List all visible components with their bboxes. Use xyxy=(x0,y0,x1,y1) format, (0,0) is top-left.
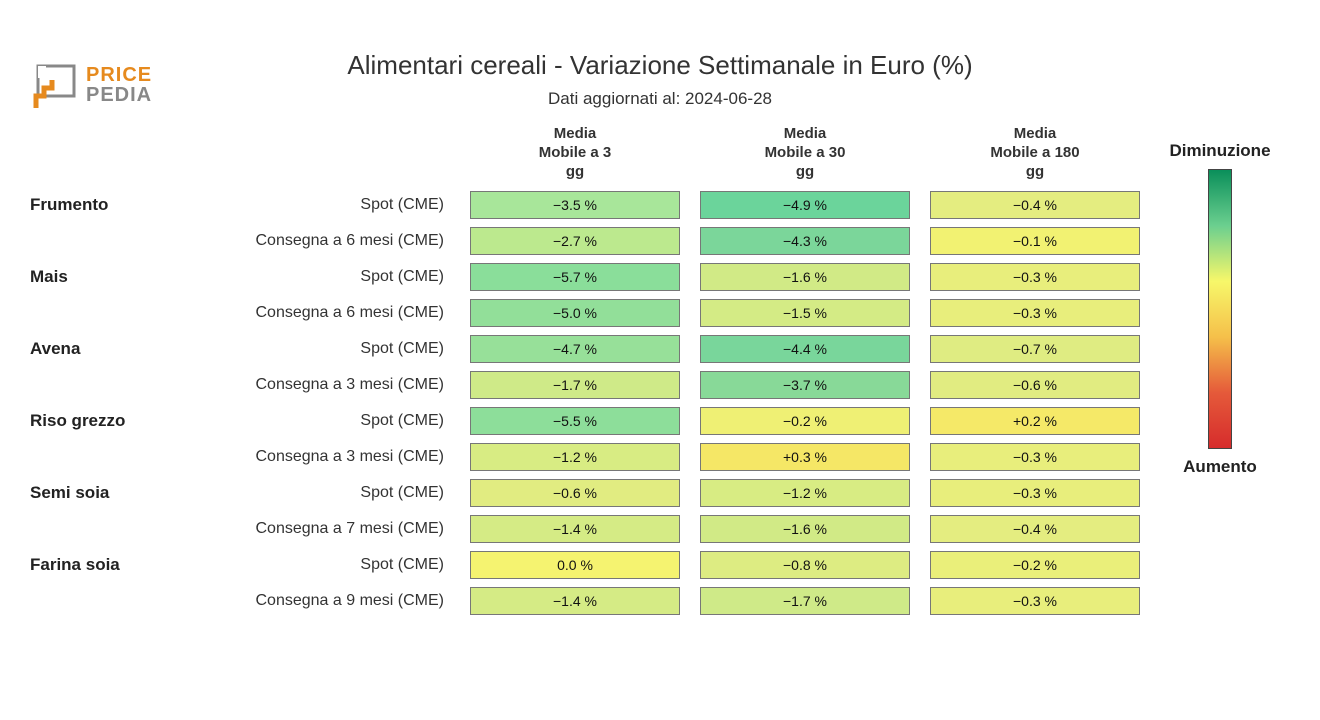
heatmap-cell: −4.3 % xyxy=(700,227,910,255)
row-label: Spot (CME) xyxy=(200,196,450,214)
heatmap-cell: −1.2 % xyxy=(700,479,910,507)
heatmap-cell: −0.7 % xyxy=(930,335,1140,363)
category-label xyxy=(30,583,180,591)
heatmap-cell: −0.2 % xyxy=(700,407,910,435)
column-header: MediaMobile a 180gg xyxy=(930,125,1140,187)
category-label: Avena xyxy=(30,331,180,359)
heatmap-cell: −0.3 % xyxy=(930,263,1140,291)
heatmap-cell: −2.7 % xyxy=(470,227,680,255)
logo-line1: PRICE xyxy=(86,65,152,85)
heatmap-cell: −0.3 % xyxy=(930,299,1140,327)
row-label: Spot (CME) xyxy=(200,484,450,502)
heatmap-cell: −1.4 % xyxy=(470,587,680,615)
row-label: Spot (CME) xyxy=(200,556,450,574)
heatmap-cell: −1.6 % xyxy=(700,263,910,291)
heatmap-cell: −0.6 % xyxy=(470,479,680,507)
heatmap-cell: −1.6 % xyxy=(700,515,910,543)
logo-line2: PEDIA xyxy=(86,85,152,105)
column-header: MediaMobile a 3gg xyxy=(470,125,680,187)
heatmap-cell: −4.7 % xyxy=(470,335,680,363)
row-label: Consegna a 3 mesi (CME) xyxy=(200,448,450,466)
heatmap-cell: −4.9 % xyxy=(700,191,910,219)
category-label: Semi soia xyxy=(30,475,180,503)
category-label: Riso grezzo xyxy=(30,403,180,431)
row-label: Spot (CME) xyxy=(200,340,450,358)
heatmap-cell: −5.5 % xyxy=(470,407,680,435)
heatmap-cell: −5.0 % xyxy=(470,299,680,327)
row-label: Consegna a 7 mesi (CME) xyxy=(200,520,450,538)
row-label: Consegna a 9 mesi (CME) xyxy=(200,592,450,610)
heatmap-table: MediaMobile a 3ggMediaMobile a 30ggMedia… xyxy=(30,125,1130,619)
row-label: Consegna a 6 mesi (CME) xyxy=(200,232,450,250)
heatmap-cell: −0.4 % xyxy=(930,191,1140,219)
category-label: Mais xyxy=(30,259,180,287)
row-label: Consegna a 3 mesi (CME) xyxy=(200,376,450,394)
heatmap-cell: −1.4 % xyxy=(470,515,680,543)
gradient-bar xyxy=(1208,169,1232,449)
heatmap-cell: −1.5 % xyxy=(700,299,910,327)
page-title: Alimentari cereali - Variazione Settiman… xyxy=(0,50,1320,81)
heatmap-cell: −4.4 % xyxy=(700,335,910,363)
logo-mark-icon xyxy=(30,60,80,110)
row-label: Spot (CME) xyxy=(200,412,450,430)
color-legend: Diminuzione Aumento xyxy=(1160,135,1280,483)
heatmap-cell: −0.3 % xyxy=(930,443,1140,471)
heatmap-cell: −3.5 % xyxy=(470,191,680,219)
legend-bottom-label: Aumento xyxy=(1160,457,1280,477)
heatmap-cell: −5.7 % xyxy=(470,263,680,291)
heatmap-cell: −0.3 % xyxy=(930,479,1140,507)
column-header: MediaMobile a 30gg xyxy=(700,125,910,187)
heatmap-cell: −1.2 % xyxy=(470,443,680,471)
category-label xyxy=(30,295,180,303)
heatmap-cell: −3.7 % xyxy=(700,371,910,399)
heatmap-cell: −0.1 % xyxy=(930,227,1140,255)
heatmap-cell: −1.7 % xyxy=(700,587,910,615)
heatmap-cell: +0.2 % xyxy=(930,407,1140,435)
row-label: Spot (CME) xyxy=(200,268,450,286)
page-subtitle: Dati aggiornati al: 2024-06-28 xyxy=(0,89,1320,109)
heatmap-cell: −0.8 % xyxy=(700,551,910,579)
heatmap-cell: −0.6 % xyxy=(930,371,1140,399)
heatmap-cell: −0.2 % xyxy=(930,551,1140,579)
category-label: Farina soia xyxy=(30,547,180,575)
title-block: Alimentari cereali - Variazione Settiman… xyxy=(0,0,1320,109)
row-label: Consegna a 6 mesi (CME) xyxy=(200,304,450,322)
heatmap-cell: −0.4 % xyxy=(930,515,1140,543)
heatmap-cell: 0.0 % xyxy=(470,551,680,579)
logo-text: PRICE PEDIA xyxy=(86,65,152,105)
logo: PRICE PEDIA xyxy=(30,60,152,110)
legend-top-label: Diminuzione xyxy=(1160,141,1280,161)
heatmap-cell: −0.3 % xyxy=(930,587,1140,615)
heatmap-cell: −1.7 % xyxy=(470,371,680,399)
category-label xyxy=(30,223,180,231)
category-label xyxy=(30,511,180,519)
category-label: Frumento xyxy=(30,187,180,215)
category-label xyxy=(30,367,180,375)
heatmap-cell: +0.3 % xyxy=(700,443,910,471)
category-label xyxy=(30,439,180,447)
